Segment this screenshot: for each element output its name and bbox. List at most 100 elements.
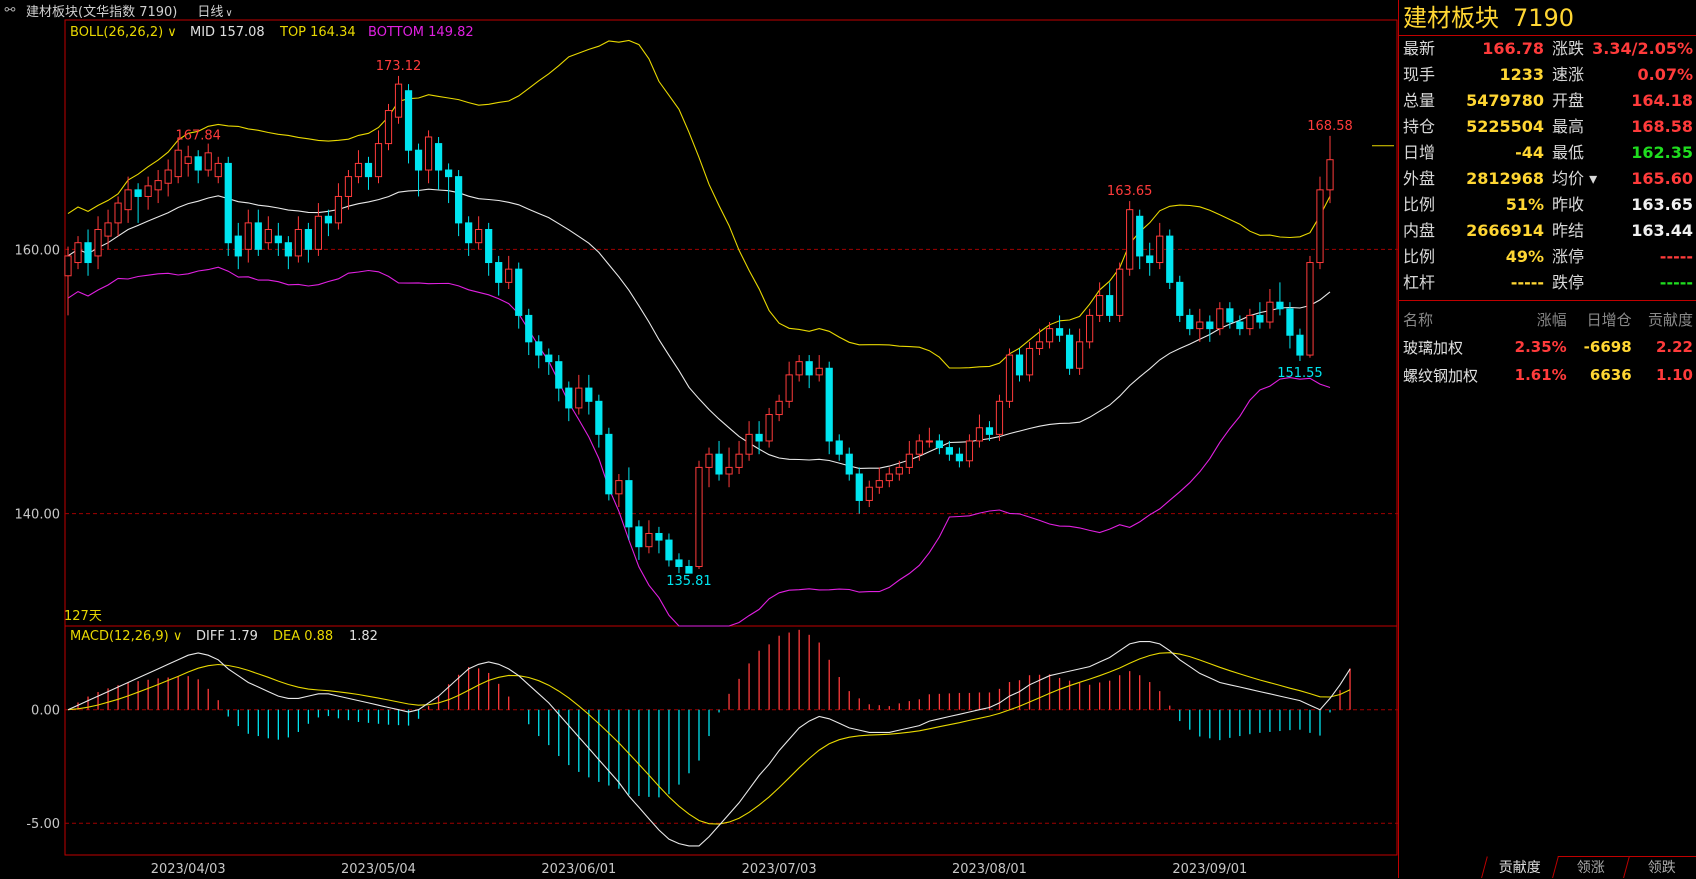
quote-field-label: 内盘 — [1403, 221, 1436, 240]
candle-body — [875, 480, 883, 488]
quote-field-label: 昨结 — [1552, 221, 1585, 240]
quote-field-label: 总量 — [1403, 91, 1436, 110]
table-cell: 2.22 — [1655, 338, 1693, 356]
macd-indicator-selector[interactable]: MACD(12,26,9) ∨ — [70, 629, 182, 644]
table-cell: 2.35% — [1514, 338, 1567, 356]
table-row[interactable]: 螺纹钢加权 1.61% 6636 1.10 — [1399, 361, 1696, 389]
quote-field-value: ----- — [1659, 247, 1693, 266]
candle-body — [565, 387, 573, 409]
candle-body — [364, 162, 373, 178]
quote-field: 昨收 163.65 — [1548, 192, 1696, 218]
candle-body — [955, 453, 964, 462]
link-icon[interactable]: ⚯ — [4, 2, 16, 18]
column-header[interactable]: 日增仓 — [1586, 310, 1632, 329]
column-header[interactable]: 贡献度 — [1647, 310, 1693, 329]
tab-0[interactable]: 贡献度 — [1481, 856, 1558, 878]
x-axis-label: 2023/08/01 — [952, 862, 1027, 877]
candle-body — [775, 400, 783, 416]
column-header[interactable]: 涨幅 — [1536, 310, 1567, 329]
quote-field-label: 比例 — [1403, 247, 1436, 266]
quote-field-label: 涨跌 — [1552, 39, 1585, 58]
x-axis-label: 2023/06/01 — [541, 862, 616, 877]
kline-chart[interactable]: 160.00 140.00 0.00 -5.00 2023/04/03 2023/05/0… — [0, 0, 1398, 878]
quote-title: 建材板块 7190 — [1399, 0, 1696, 36]
candle-body — [1035, 341, 1044, 349]
candle-body — [835, 440, 843, 455]
candle-body — [865, 486, 873, 501]
candle-body — [755, 433, 763, 442]
price-tick-label: 140.00 — [15, 508, 61, 523]
quote-field: 最新 166.78 — [1399, 36, 1548, 62]
quote-field: 涨停 ----- — [1548, 244, 1696, 270]
boll-top-value: TOP 164.34 — [279, 25, 356, 40]
table-row[interactable]: 玻璃加权 2.35% -6698 2.22 — [1399, 333, 1696, 361]
quote-field-label: 最低 — [1552, 143, 1585, 162]
boll-bottom-value: BOTTOM 149.82 — [368, 25, 474, 40]
candle-body — [505, 268, 513, 283]
candle-body — [705, 453, 713, 468]
candle-body — [334, 195, 343, 224]
candle-body — [585, 387, 593, 402]
candle-body — [1156, 235, 1164, 264]
candle-body — [1206, 321, 1214, 330]
quote-field-value: -44 — [1515, 143, 1544, 162]
candle-body — [795, 361, 803, 376]
quote-field-value: 51% — [1505, 195, 1544, 214]
candle-body — [124, 189, 132, 211]
quote-field-label: 日增 — [1403, 143, 1436, 162]
boll-indicator-selector[interactable]: BOLL(26,26,2) ∨ — [70, 25, 177, 40]
candle-body — [635, 526, 643, 548]
candle-body — [745, 433, 753, 455]
candle-body — [895, 466, 903, 475]
quote-grid: 最新 166.78 涨跌 3.34/2.05% 现手 1233 速涨 0.07% 总量 54797… — [1399, 36, 1696, 296]
dea-line — [67, 652, 1351, 825]
candle-body — [555, 361, 563, 389]
quote-field-value: 1233 — [1499, 65, 1544, 84]
candle-body — [455, 176, 463, 224]
tab-2[interactable]: 领跌 — [1623, 856, 1696, 878]
quote-field-label: 外盘 — [1403, 169, 1436, 188]
quote-field-label: 均价 ▾ — [1552, 169, 1598, 188]
candle-body — [1025, 347, 1034, 376]
quote-field-label: 现手 — [1403, 65, 1436, 84]
candle-body — [64, 255, 72, 277]
candle-body — [475, 229, 483, 244]
price-annotation: 135.81 — [666, 574, 712, 589]
candle-body — [1096, 295, 1104, 316]
tab-1[interactable]: 领涨 — [1552, 856, 1629, 878]
candle-body — [1286, 308, 1294, 336]
quote-field-value: 163.65 — [1631, 195, 1693, 214]
candle-body — [1256, 314, 1264, 323]
candle-body — [575, 387, 583, 409]
period-selector[interactable]: 日线 ∨ — [197, 4, 233, 20]
candle-body — [394, 83, 403, 118]
candle-body — [74, 242, 82, 264]
candle-body — [715, 453, 723, 475]
column-header[interactable]: 名称 — [1403, 310, 1434, 329]
x-axis-label: 2023/05/04 — [341, 862, 416, 877]
x-axis-label: 2023/09/01 — [1172, 862, 1247, 877]
quote-field: 昨结 163.44 — [1548, 218, 1696, 244]
candle-body — [1246, 314, 1254, 330]
candle-body — [605, 433, 613, 495]
quote-field: 总量 5479780 — [1399, 88, 1548, 114]
candle-body — [805, 361, 813, 376]
quote-field-value: 165.60 — [1631, 169, 1693, 188]
candle-body — [354, 162, 363, 178]
macd-dea-value: DEA 0.88 — [273, 629, 333, 644]
candle-body — [1005, 354, 1014, 402]
quote-field-label: 最高 — [1552, 117, 1585, 136]
quote-field-value: 2666914 — [1466, 221, 1544, 240]
quote-field: 杠杆 ----- — [1399, 270, 1548, 296]
table-cell: 6636 — [1589, 366, 1632, 384]
quote-field-value: 5225504 — [1466, 117, 1544, 136]
table-cell: 1.61% — [1514, 366, 1567, 384]
candle-body — [154, 180, 162, 191]
candle-body — [675, 559, 683, 568]
price-annotation: 167.84 — [175, 129, 221, 144]
quote-field-label: 持仓 — [1403, 117, 1436, 136]
quote-field: 内盘 2666914 — [1399, 218, 1548, 244]
quote-field-label: 速涨 — [1552, 65, 1585, 84]
quote-field-value: 0.07% — [1637, 65, 1693, 84]
macd-diff-value: DIFF 1.79 — [196, 629, 258, 644]
